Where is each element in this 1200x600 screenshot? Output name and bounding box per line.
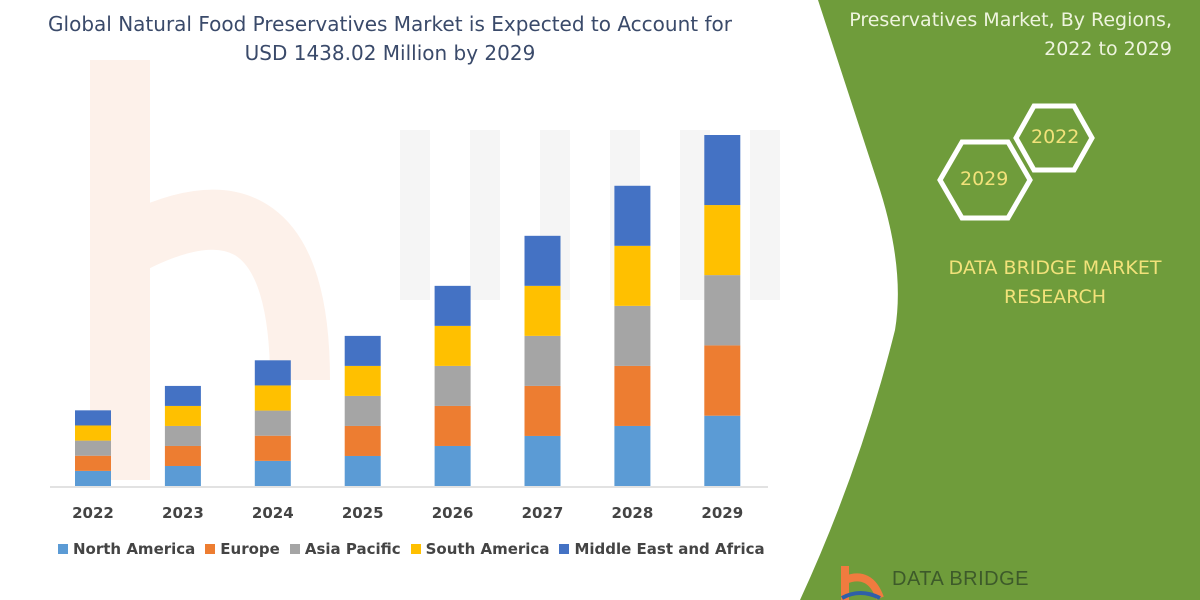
legend-item: Europe <box>205 540 280 558</box>
bar-segment-2024-3 <box>254 385 291 411</box>
bar-segment-2029-2 <box>704 275 741 346</box>
legend-label: North America <box>73 540 196 558</box>
legend-label: Europe <box>220 540 280 558</box>
bar-segment-2023-4 <box>164 385 201 406</box>
bar-segment-2029-3 <box>704 205 741 276</box>
bar-segment-2029-1 <box>704 345 741 416</box>
watermark-logo <box>90 60 330 480</box>
legend-swatch <box>559 544 570 554</box>
bar-segment-2022-0 <box>75 470 111 486</box>
legend: North America Europe Asia Pacific South Ame… <box>58 540 765 558</box>
bar-segment-2024-2 <box>254 410 291 436</box>
x-tick-label: 2027 <box>522 504 564 522</box>
hexagon-2022-icon <box>1013 103 1095 173</box>
bar-segment-2023-3 <box>164 405 201 426</box>
side-title: Preservatives Market, By Regions, 2022 t… <box>849 9 1172 60</box>
legend-swatch <box>410 544 421 554</box>
bar-segment-2026-2 <box>434 365 471 406</box>
legend-label: Asia Pacific <box>304 540 401 558</box>
bar-segment-2027-2 <box>524 335 561 386</box>
bar-segment-2027-3 <box>524 285 561 336</box>
legend-swatch <box>289 544 300 554</box>
legend-swatch <box>58 544 68 554</box>
bar-segment-2026-1 <box>434 405 471 446</box>
bar-segment-2028-0 <box>614 425 651 486</box>
hexagon-2029-icon <box>937 139 1033 221</box>
bar-segment-2025-1 <box>344 425 381 456</box>
legend-item: Asia Pacific <box>289 540 401 558</box>
bar-segment-2022-4 <box>75 410 111 426</box>
bar-segment-2026-3 <box>434 325 471 366</box>
x-tick-label: 2023 <box>162 504 204 522</box>
chart-title: Global Natural Food Preservatives Market… <box>48 12 732 65</box>
bar-segment-2023-2 <box>164 425 201 446</box>
bar-segment-2028-4 <box>614 185 651 246</box>
bar-segment-2022-1 <box>75 455 111 471</box>
watermark-graphic <box>400 130 780 300</box>
bar-segment-2028-2 <box>614 305 651 366</box>
bar-segment-2027-0 <box>524 435 561 486</box>
x-tick-label: 2026 <box>432 504 474 522</box>
legend-item: Middle East and Africa <box>559 540 765 558</box>
green-panel <box>800 0 1200 600</box>
bar-segment-2024-1 <box>254 435 291 461</box>
bar-segment-2023-1 <box>164 445 201 466</box>
bar-segment-2028-1 <box>614 365 651 426</box>
legend-swatch <box>205 544 216 554</box>
x-tick-label: 2025 <box>342 504 384 522</box>
brand-text: DATA BRIDGE MARKET RESEARCH <box>948 257 1162 308</box>
legend-item: South America <box>410 540 550 558</box>
bar-segment-2025-4 <box>344 335 381 366</box>
legend-label: Middle East and Africa <box>574 540 765 558</box>
x-tick-label: 2028 <box>612 504 654 522</box>
x-tick-label: 2022 <box>72 504 114 522</box>
legend-item: North America <box>58 540 195 558</box>
bar-segment-2023-0 <box>164 465 201 486</box>
bar-segment-2026-4 <box>434 285 471 326</box>
bar-segment-2025-2 <box>344 395 381 426</box>
bar-segment-2025-0 <box>344 455 381 486</box>
x-tick-label: 2024 <box>252 504 294 522</box>
bar-segment-2029-0 <box>704 415 741 486</box>
bar-segment-2025-3 <box>344 365 381 396</box>
bar-segment-2022-3 <box>75 425 111 441</box>
bar-segment-2028-3 <box>614 245 651 306</box>
bar-segment-2029-4 <box>704 135 741 206</box>
hex-label-2022: 2022 <box>1031 126 1080 148</box>
legend-label: South America <box>425 540 550 558</box>
bar-segment-2027-1 <box>524 385 561 436</box>
x-tick-label: 2029 <box>701 504 743 522</box>
hex-label-2029: 2029 <box>960 168 1009 190</box>
bar-segment-2027-4 <box>524 235 561 286</box>
bar-segment-2026-0 <box>434 445 471 486</box>
bar-segment-2024-4 <box>254 360 291 386</box>
bar-segment-2022-2 <box>75 440 111 456</box>
logo-text: DATA BRIDGE <box>892 568 1030 590</box>
bar-segment-2024-0 <box>254 460 291 486</box>
logo-icon <box>841 566 884 600</box>
